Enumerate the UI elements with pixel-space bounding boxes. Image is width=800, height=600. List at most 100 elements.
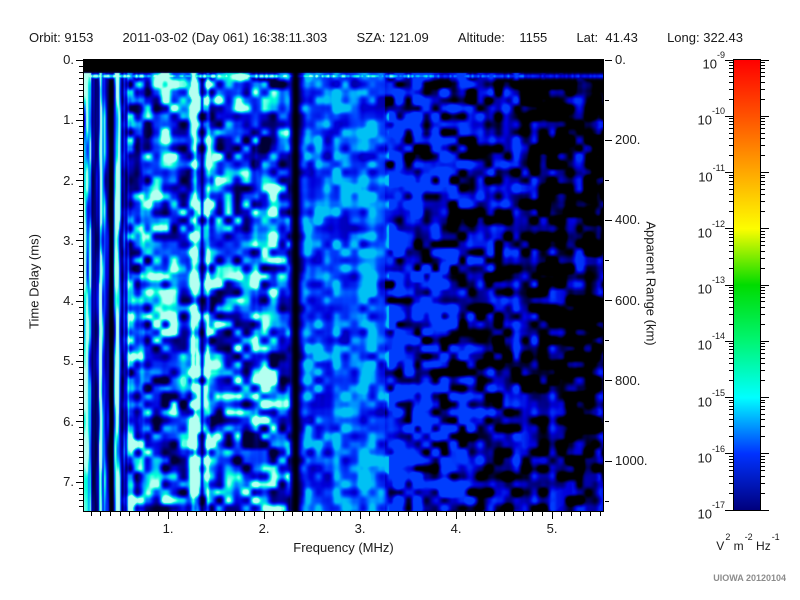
y-minor-tick bbox=[79, 65, 83, 67]
x-tick-label: 4. bbox=[450, 521, 462, 536]
x-minor-tick bbox=[292, 512, 294, 516]
y-minor-tick bbox=[79, 312, 83, 314]
colorbar-minor-tick bbox=[761, 402, 765, 404]
header-datetime: 2011-03-02 (Day 061) 16:38:11.303 bbox=[122, 30, 328, 45]
colorbar-minor-tick bbox=[761, 177, 765, 179]
y-right-minor-tick bbox=[605, 420, 609, 422]
y-minor-tick bbox=[79, 288, 83, 290]
colorbar-minor-tick bbox=[729, 409, 733, 411]
colorbar-minor-tick bbox=[729, 313, 733, 315]
x-minor-tick bbox=[407, 512, 409, 516]
y-minor-tick bbox=[79, 95, 83, 97]
x-minor-tick bbox=[301, 512, 303, 516]
y-right-major-tick bbox=[605, 59, 612, 61]
colorbar-minor-tick bbox=[761, 62, 765, 64]
colorbar-exponent: -10 bbox=[711, 106, 725, 117]
colorbar-exponent: -15 bbox=[711, 387, 725, 398]
colorbar-major-tick bbox=[725, 340, 733, 342]
colorbar-minor-tick bbox=[761, 357, 765, 359]
colorbar-minor-tick bbox=[729, 233, 733, 235]
x-minor-tick bbox=[253, 512, 255, 516]
y-minor-tick bbox=[79, 336, 83, 338]
x-minor-tick bbox=[321, 512, 323, 516]
colorbar-tick-label: 10-12 bbox=[697, 218, 725, 241]
y-right-tick-label: 1000. bbox=[615, 453, 648, 469]
y-minor-tick bbox=[79, 143, 83, 145]
y-minor-tick bbox=[79, 439, 83, 441]
y-minor-tick bbox=[79, 149, 83, 151]
colorbar-minor-tick bbox=[729, 245, 733, 247]
x-minor-tick bbox=[119, 512, 121, 516]
colorbar-minor-tick bbox=[761, 64, 765, 66]
y-minor-tick bbox=[79, 174, 83, 176]
unit-base: Hz bbox=[752, 539, 771, 553]
y-minor-tick bbox=[79, 252, 83, 254]
y-minor-tick bbox=[79, 258, 83, 260]
colorbar-minor-tick bbox=[729, 132, 733, 134]
colorbar-minor-tick bbox=[761, 68, 765, 70]
colorbar-minor-tick bbox=[729, 287, 733, 289]
y-right-tick-label: 200. bbox=[615, 132, 641, 148]
colorbar-major-tick bbox=[725, 228, 733, 230]
colorbar-minor-tick bbox=[761, 296, 765, 298]
colorbar-minor-tick bbox=[761, 201, 765, 203]
y-minor-tick bbox=[79, 264, 83, 266]
colorbar-minor-tick bbox=[729, 455, 733, 457]
colorbar-minor-tick bbox=[729, 240, 733, 242]
x-minor-tick bbox=[426, 512, 428, 516]
colorbar-minor-tick bbox=[729, 88, 733, 90]
colorbar-minor-tick bbox=[729, 257, 733, 259]
colorbar-minor-tick bbox=[729, 461, 733, 463]
x-tick-label: 1. bbox=[162, 521, 174, 536]
y-minor-tick bbox=[79, 391, 83, 393]
colorbar-minor-tick bbox=[761, 184, 765, 186]
x-minor-tick bbox=[311, 512, 313, 516]
x-minor-tick bbox=[330, 512, 332, 516]
colorbar-minor-tick bbox=[761, 174, 765, 176]
unit-base: V bbox=[716, 539, 725, 553]
colorbar-minor-tick bbox=[729, 413, 733, 415]
colorbar-minor-tick bbox=[729, 405, 733, 407]
colorbar-minor-tick bbox=[761, 188, 765, 190]
colorbar-minor-tick bbox=[729, 180, 733, 182]
x-minor-tick bbox=[205, 512, 207, 516]
colorbar-minor-tick bbox=[761, 405, 765, 407]
x-minor-tick bbox=[484, 512, 486, 516]
y-minor-tick bbox=[79, 162, 83, 163]
header-orbit: Orbit: 9153 bbox=[29, 30, 94, 45]
x-minor-tick bbox=[244, 512, 246, 516]
colorbar-minor-tick bbox=[761, 118, 765, 120]
colorbar-minor-tick bbox=[729, 138, 733, 140]
colorbar-minor-tick bbox=[729, 353, 733, 355]
y-minor-tick bbox=[79, 433, 83, 435]
colorbar-minor-tick bbox=[761, 323, 765, 325]
colorbar-exponent: -9 bbox=[716, 50, 725, 60]
colorbar-minor-tick bbox=[729, 201, 733, 203]
colorbar-minor-tick bbox=[761, 145, 765, 147]
colorbar-minor-tick bbox=[729, 128, 733, 130]
colorbar-minor-tick bbox=[761, 233, 765, 235]
y-minor-tick bbox=[79, 348, 83, 350]
y-left-tick-label: 1. bbox=[63, 112, 74, 128]
colorbar-unit-label: V2 m-2 Hz-1 bbox=[696, 532, 800, 553]
y-minor-tick bbox=[79, 192, 83, 194]
colorbar-minor-tick bbox=[729, 363, 733, 365]
colorbar-minor-tick bbox=[729, 323, 733, 325]
y-left-tick-label: 4. bbox=[63, 293, 74, 309]
colorbar-minor-tick bbox=[729, 465, 733, 467]
colorbar-minor-tick bbox=[729, 230, 733, 232]
colorbar-minor-tick bbox=[729, 145, 733, 147]
y-minor-tick bbox=[79, 457, 83, 459]
colorbar-minor-tick bbox=[729, 399, 733, 401]
unit-base: m bbox=[730, 539, 744, 553]
y-right-minor-tick bbox=[605, 500, 609, 502]
colorbar-minor-tick bbox=[761, 287, 765, 289]
x-minor-tick bbox=[109, 512, 111, 516]
x-minor-tick bbox=[590, 512, 592, 516]
colorbar-minor-tick bbox=[729, 64, 733, 66]
colorbar-minor-tick bbox=[729, 343, 733, 345]
y-minor-tick bbox=[79, 415, 83, 417]
y-minor-tick bbox=[79, 397, 83, 399]
y-minor-tick bbox=[79, 342, 83, 344]
x-minor-tick bbox=[273, 512, 275, 516]
